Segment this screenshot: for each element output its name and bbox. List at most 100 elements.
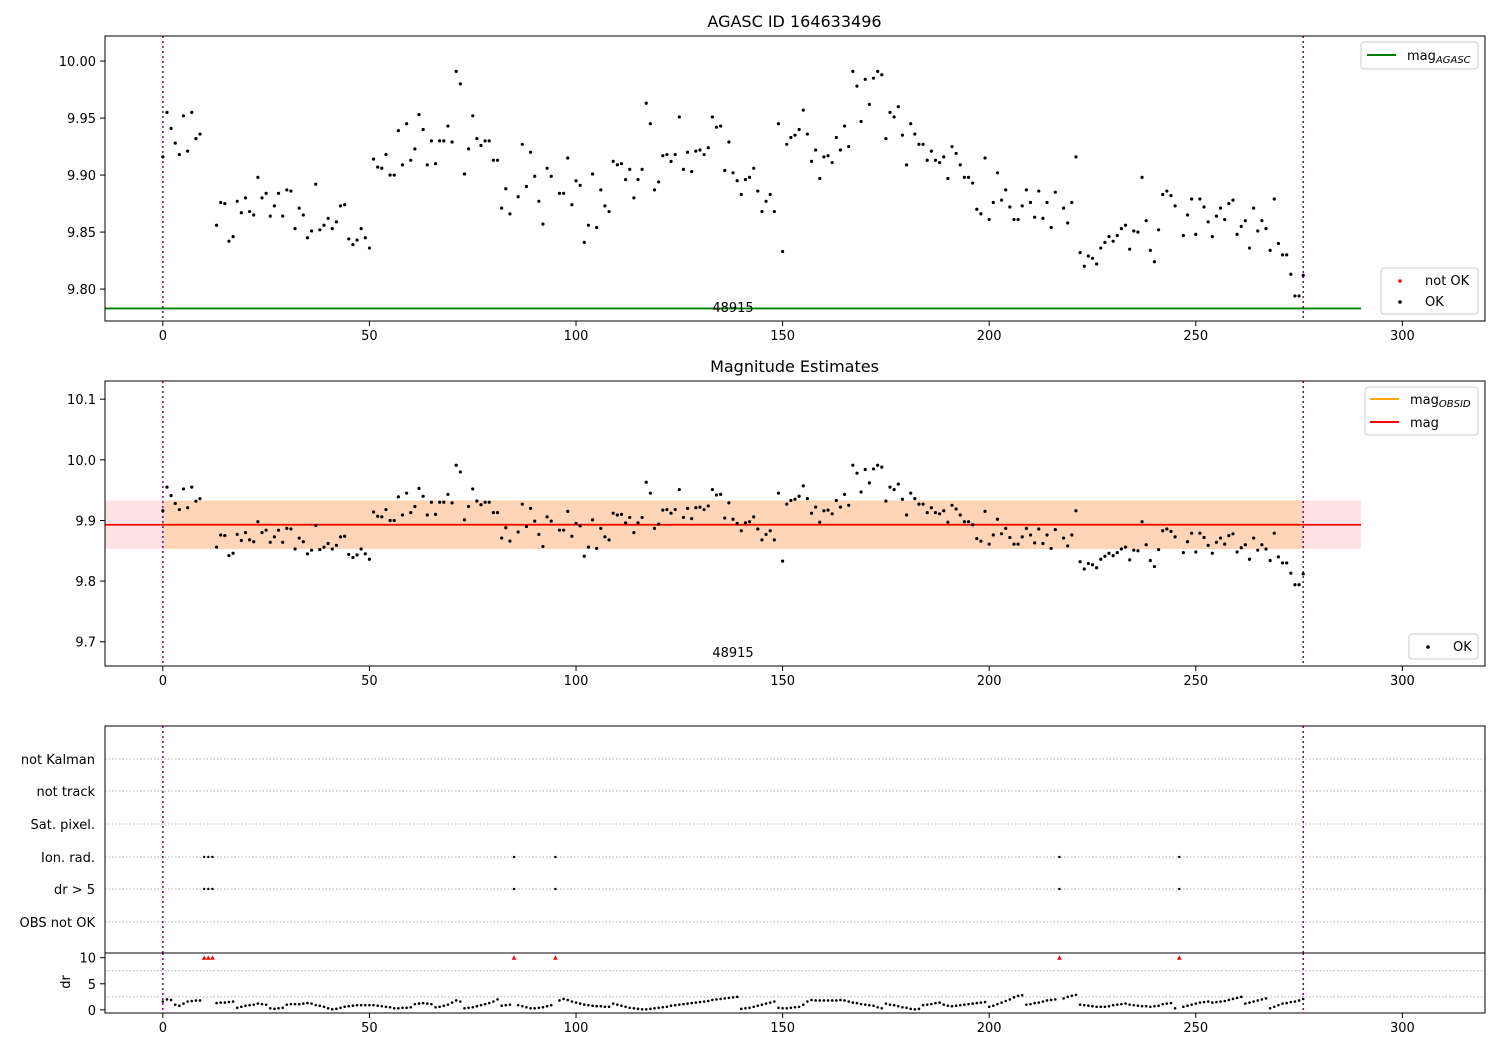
- data-point: [392, 518, 396, 523]
- x-tick-label: 50: [361, 674, 378, 689]
- data-point: [285, 1003, 289, 1006]
- data-point: [525, 1005, 528, 1009]
- data-point: [648, 122, 652, 126]
- data-point: [380, 166, 384, 170]
- data-point: [884, 499, 888, 503]
- data-point: [1037, 1001, 1041, 1004]
- data-point: [392, 173, 396, 177]
- y-tick-label: 0: [88, 1004, 96, 1019]
- legend-label: not OK: [1425, 274, 1470, 289]
- data-point: [1264, 547, 1268, 551]
- flag-point: [1178, 887, 1181, 891]
- data-point: [933, 158, 938, 162]
- data-point: [293, 547, 297, 551]
- data-point: [644, 480, 648, 484]
- data-point: [603, 1005, 607, 1009]
- data-point: [252, 540, 256, 544]
- data-point: [781, 249, 785, 254]
- data-point: [433, 512, 438, 517]
- legend-box: [1380, 267, 1479, 315]
- data-point: [1227, 534, 1231, 538]
- data-point: [1074, 993, 1078, 997]
- data-point: [1272, 1005, 1276, 1009]
- data-point: [330, 227, 334, 231]
- data-point: [454, 69, 458, 73]
- data-point: [1140, 1004, 1144, 1008]
- data-point: [809, 511, 814, 515]
- data-point: [173, 501, 177, 506]
- data-point: [938, 512, 942, 516]
- data-point: [396, 495, 400, 499]
- data-point: [500, 536, 504, 540]
- data-point: [871, 76, 876, 80]
- data-point: [367, 246, 372, 250]
- flag-row-label: OBS not OK: [20, 916, 96, 931]
- data-point: [1235, 232, 1239, 236]
- data-point: [909, 122, 913, 126]
- data-point: [1033, 215, 1037, 219]
- bad-point: [205, 955, 211, 960]
- flag-point: [211, 855, 214, 859]
- data-point: [962, 520, 967, 524]
- data-point: [711, 998, 714, 1002]
- data-point: [1107, 551, 1111, 555]
- middle-points: [161, 463, 1305, 587]
- y-tick-label: 9.8: [75, 575, 96, 590]
- data-point: [1090, 563, 1095, 567]
- data-point: [723, 168, 727, 173]
- data-point: [1293, 583, 1297, 587]
- data-point: [636, 521, 640, 525]
- data-point: [1153, 1004, 1156, 1008]
- data-point: [743, 521, 748, 525]
- data-point: [181, 487, 186, 491]
- flag-point: [207, 887, 210, 891]
- data-point: [459, 1000, 462, 1003]
- flag-point: [512, 887, 516, 891]
- data-point: [838, 148, 843, 152]
- data-point: [1037, 189, 1041, 193]
- data-point: [1115, 1003, 1119, 1006]
- data-point: [1078, 251, 1082, 255]
- data-point: [958, 513, 962, 517]
- data-point: [1227, 201, 1231, 206]
- data-point: [930, 1002, 933, 1006]
- data-point: [636, 178, 640, 182]
- data-point: [1210, 235, 1214, 239]
- data-point: [847, 144, 851, 149]
- data-point: [380, 1004, 384, 1008]
- data-point: [603, 204, 607, 208]
- data-point: [1041, 216, 1045, 220]
- data-point: [1028, 533, 1033, 537]
- data-point: [1016, 994, 1020, 998]
- data-point: [739, 192, 743, 197]
- data-point: [822, 509, 826, 513]
- data-point: [231, 551, 235, 555]
- data-point: [248, 538, 252, 542]
- data-point: [744, 1007, 747, 1010]
- data-point: [1049, 546, 1053, 550]
- data-point: [764, 199, 768, 203]
- data-point: [623, 521, 628, 525]
- data-point: [1107, 1004, 1111, 1008]
- x-tick-label: 50: [361, 329, 378, 344]
- data-point: [504, 187, 508, 191]
- data-point: [359, 1003, 363, 1007]
- data-point: [223, 1001, 227, 1004]
- data-point: [1012, 542, 1016, 546]
- data-point: [462, 518, 467, 522]
- data-point: [979, 212, 983, 216]
- data-point: [702, 1000, 706, 1003]
- data-point: [690, 170, 694, 174]
- x-tick-label: 50: [361, 1021, 378, 1036]
- data-point: [186, 149, 190, 153]
- data-point: [190, 999, 194, 1003]
- data-point: [963, 1003, 966, 1006]
- data-point: [467, 1006, 470, 1010]
- data-point: [479, 143, 483, 148]
- data-point: [838, 505, 843, 509]
- data-point: [1181, 233, 1185, 238]
- data-point: [520, 502, 524, 506]
- data-point: [268, 540, 272, 544]
- data-point: [714, 493, 719, 497]
- data-point: [677, 115, 681, 119]
